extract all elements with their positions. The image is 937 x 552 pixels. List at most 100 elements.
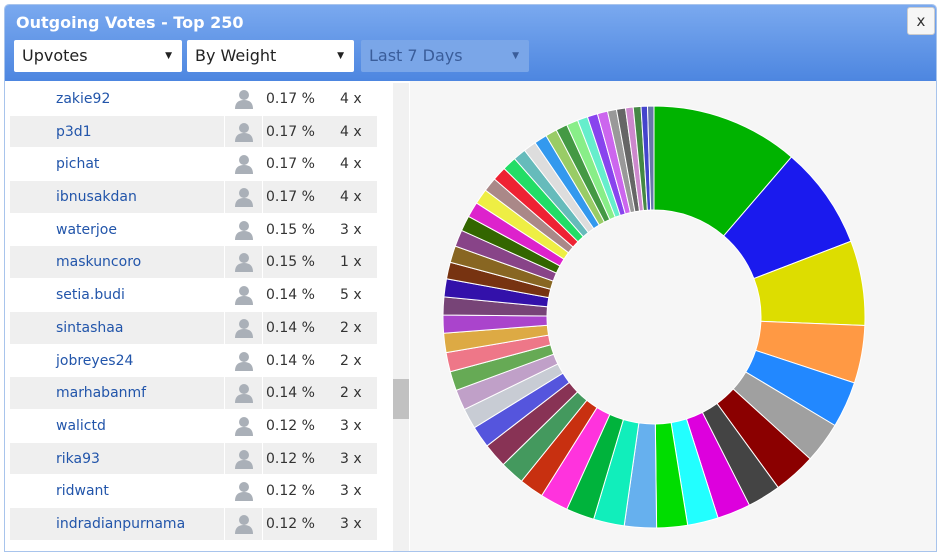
vote-count: 3 x: [340, 417, 362, 434]
table: zakie92 0.17 % 4 x p3d1 0.17 % 4 x pichat 0.17 …: [10, 83, 377, 541]
user-icon: [235, 318, 253, 338]
vote-share: 0.17 %: [266, 189, 315, 206]
table-row[interactable]: pichat 0.17 % 4 x: [10, 148, 377, 182]
user-icon: [235, 90, 253, 109]
vote-type-select[interactable]: Upvotes ▼: [14, 40, 182, 72]
vote-share: 0.17 %: [266, 156, 315, 173]
vote-share: 0.17 %: [266, 123, 315, 140]
user-icon: [235, 384, 253, 404]
donut-chart: [442, 105, 866, 529]
table-row[interactable]: rika93 0.12 % 3 x: [10, 442, 377, 476]
icon-cell: [224, 475, 263, 508]
icon-cell: [224, 246, 263, 279]
user-icon: [235, 416, 253, 436]
user-icon: [235, 220, 253, 240]
arrow: ▼: [512, 51, 519, 61]
vote-share: 0.15 %: [266, 221, 315, 238]
select-text: Upvotes: [22, 46, 88, 65]
icon-cell: [224, 279, 263, 312]
username: marhabanmf: [56, 385, 147, 402]
username: ridwant: [56, 483, 109, 500]
donut-segment: [646, 105, 655, 211]
icon-cell: [224, 148, 263, 181]
user-icon: [235, 482, 253, 502]
chart-panel: [410, 81, 936, 551]
username: pichat: [56, 156, 100, 173]
username: maskuncoro: [56, 254, 142, 271]
select-text: Last 7 Days: [369, 46, 463, 65]
user-icon: [235, 122, 253, 142]
arrow: ▼: [337, 51, 344, 61]
vote-count: 4 x: [340, 91, 362, 107]
username: p3d1: [56, 123, 92, 140]
table-row[interactable]: maskuncoro 0.15 % 1 x: [10, 246, 377, 280]
username: waterjoe: [56, 221, 117, 238]
icon-cell: [224, 181, 263, 214]
vote-count: 3 x: [340, 483, 362, 500]
vote-count: 1 x: [340, 254, 362, 271]
vote-count: 2 x: [340, 319, 362, 336]
vote-count: 5 x: [340, 287, 362, 304]
table-row[interactable]: waterjoe 0.15 % 3 x: [10, 213, 377, 247]
table-row[interactable]: indradianpurnama 0.12 % 3 x: [10, 507, 377, 541]
icon-cell: [224, 311, 263, 344]
user-icon: [235, 351, 253, 371]
select-text: By Weight: [195, 46, 277, 65]
vote-count: 3 x: [340, 515, 362, 532]
vote-share: 0.12 %: [266, 515, 315, 532]
window: Outgoing Votes - Top 250 x Upvotes ▼ By W…: [4, 4, 937, 552]
vote-share: 0.14 %: [266, 287, 315, 304]
vote-share: 0.14 %: [266, 319, 315, 336]
user-icon: [235, 514, 253, 534]
icon-cell: [224, 442, 263, 475]
table-row[interactable]: p3d1 0.17 % 4 x: [10, 115, 377, 149]
table-row[interactable]: ibnusakdan 0.17 % 4 x: [10, 181, 377, 214]
table-row[interactable]: walictd 0.12 % 3 x: [10, 409, 377, 443]
user-icon: [235, 449, 253, 469]
username: indradianpurnama: [56, 515, 186, 532]
title: Outgoing Votes - Top 250: [16, 13, 244, 32]
table-row[interactable]: zakie92 0.17 % 4 x: [10, 83, 377, 116]
table-row[interactable]: setia.budi 0.14 % 5 x: [10, 279, 377, 312]
table-row[interactable]: marhabanmf 0.14 % 2 x: [10, 377, 377, 410]
vote-count: 3 x: [340, 450, 362, 467]
scroll-thumb[interactable]: [393, 379, 409, 419]
user-icon: [235, 253, 253, 273]
header: Outgoing Votes - Top 250 x Upvotes ▼ By W…: [5, 5, 936, 81]
icon-cell: [224, 377, 263, 410]
vote-share: 0.14 %: [266, 385, 315, 402]
user-icon: [235, 188, 253, 208]
table-row[interactable]: jobreyes24 0.14 % 2 x: [10, 344, 377, 378]
user-icon: [235, 286, 253, 306]
icon-cell: [224, 115, 263, 148]
user-icon: [235, 155, 253, 175]
vote-count: 4 x: [340, 189, 362, 206]
vote-share: 0.12 %: [266, 483, 315, 500]
username: walictd: [56, 417, 106, 434]
icon-cell: [224, 409, 263, 442]
arrow: ▼: [165, 51, 172, 61]
username: setia.budi: [56, 287, 125, 304]
vote-share: 0.17 %: [266, 91, 315, 107]
vote-share: 0.12 %: [266, 417, 315, 434]
vote-share: 0.15 %: [266, 254, 315, 271]
username: ibnusakdan: [56, 189, 137, 206]
username: jobreyes24: [56, 352, 134, 369]
icon-cell: [224, 344, 263, 377]
username: zakie92: [56, 91, 111, 107]
scrollbar[interactable]: [393, 83, 409, 551]
vote-share: 0.12 %: [266, 450, 315, 467]
period-select: Last 7 Days ▼: [361, 40, 529, 72]
icon-cell: [224, 213, 263, 246]
sort-select[interactable]: By Weight ▼: [187, 40, 354, 72]
icon-cell: [224, 507, 263, 540]
vote-count: 2 x: [340, 352, 362, 369]
vote-count: 3 x: [340, 221, 362, 238]
table-row[interactable]: ridwant 0.12 % 3 x: [10, 475, 377, 508]
vote-count: 4 x: [340, 156, 362, 173]
vote-count: 4 x: [340, 123, 362, 140]
vote-share: 0.14 %: [266, 352, 315, 369]
close-button[interactable]: x: [907, 7, 935, 35]
table-row[interactable]: sintashaa 0.14 % 2 x: [10, 311, 377, 345]
